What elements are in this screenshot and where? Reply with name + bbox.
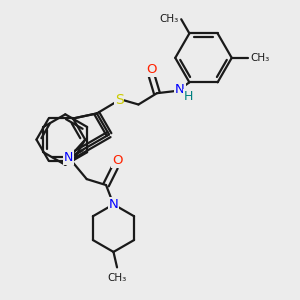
Text: CH₃: CH₃ xyxy=(160,14,179,24)
Text: O: O xyxy=(146,63,157,76)
Text: N: N xyxy=(109,198,118,211)
Text: O: O xyxy=(112,154,123,167)
Text: H: H xyxy=(184,90,193,103)
Text: CH₃: CH₃ xyxy=(250,53,270,63)
Text: N: N xyxy=(175,83,185,96)
Text: N: N xyxy=(64,151,74,164)
Text: CH₃: CH₃ xyxy=(107,273,127,283)
Text: S: S xyxy=(115,93,124,107)
